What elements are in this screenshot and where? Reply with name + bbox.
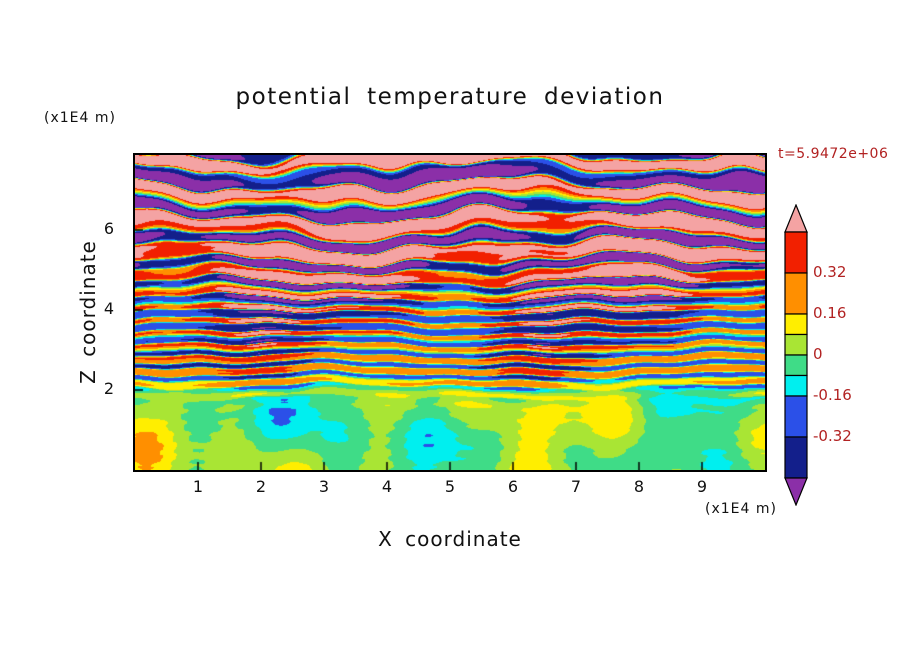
colorbar-label: 0.32 [813, 263, 847, 281]
colorbar [784, 204, 808, 506]
colorbar-arrow-bottom [784, 477, 808, 506]
colorbar-segment [784, 313, 808, 336]
colorbar-segment [784, 374, 808, 397]
colorbar-segment [784, 333, 808, 356]
colorbar-label: -0.16 [813, 386, 852, 404]
x-tick-label: 3 [318, 477, 330, 496]
colorbar-segment [784, 436, 808, 479]
colorbar-label: -0.32 [813, 427, 852, 445]
colorbar-arrow-top [784, 204, 808, 233]
plot-frame [133, 153, 767, 472]
x-tick-label: 9 [696, 477, 708, 496]
x-tick-label: 5 [444, 477, 456, 496]
x-tick-label: 6 [507, 477, 519, 496]
z-axis-unit-label: (x1E4 m) [44, 110, 116, 126]
z-tick-label: 4 [103, 299, 114, 318]
contour-field-canvas [135, 155, 765, 470]
colorbar-segment [784, 272, 808, 315]
z-tick-label: 6 [103, 219, 114, 238]
colorbar-segment [784, 354, 808, 377]
x-tick-label: 8 [633, 477, 645, 496]
colorbar-segment [784, 395, 808, 438]
z-tick-label: 2 [103, 379, 114, 398]
plot-title: potential temperature deviation [235, 84, 665, 110]
time-annotation: t=5.9472e+06 [778, 146, 889, 162]
colorbar-label: 0.16 [813, 304, 847, 322]
x-tick-label: 4 [381, 477, 393, 496]
colorbar-segment [784, 231, 808, 274]
colorbar-label: 0 [813, 345, 823, 363]
x-axis-unit-label: (x1E4 m) [705, 501, 777, 517]
x-tick-label: 2 [255, 477, 267, 496]
x-tick-label: 1 [192, 477, 204, 496]
x-axis-title: X coordinate [378, 527, 522, 551]
x-tick-label: 7 [570, 477, 582, 496]
